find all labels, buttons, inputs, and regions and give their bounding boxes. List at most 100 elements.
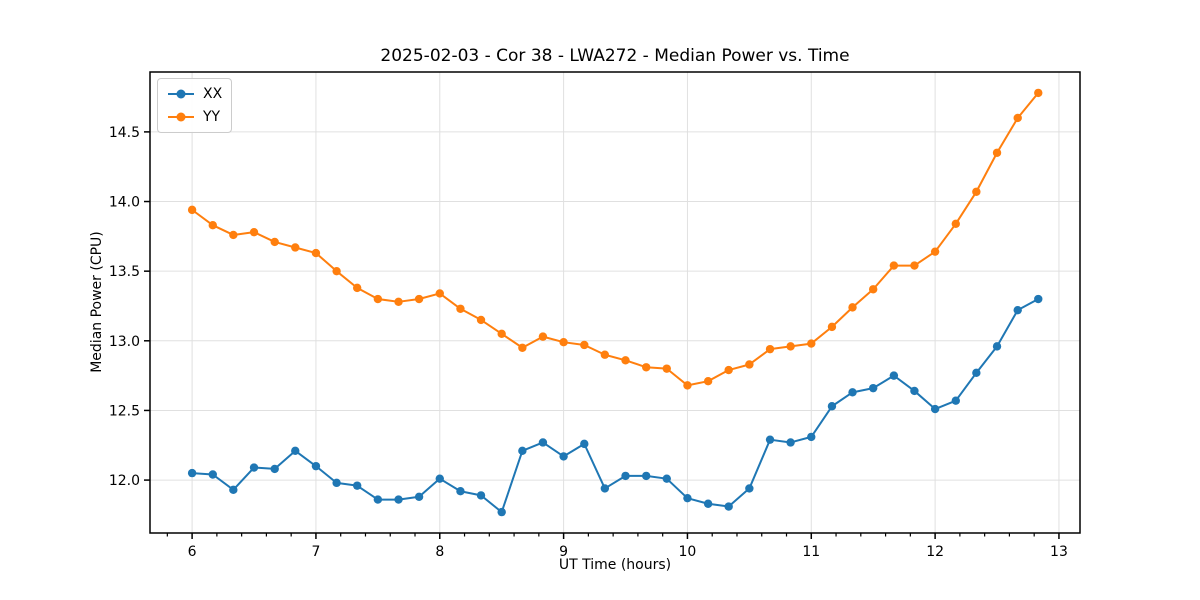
data-point-yy — [724, 365, 733, 375]
legend-line-marker-icon — [168, 112, 194, 122]
x-tick-label: 6 — [188, 544, 197, 560]
data-point-yy — [229, 230, 238, 240]
chart-title: 2025-02-03 - Cor 38 - LWA272 - Median Po… — [380, 46, 850, 66]
data-point-xx — [291, 446, 300, 456]
data-point-yy — [559, 337, 568, 347]
x-tick-label: 10 — [679, 544, 697, 560]
data-point-xx — [889, 371, 899, 380]
data-point-yy — [208, 221, 217, 230]
data-point-yy — [352, 283, 362, 293]
data-point-xx — [208, 470, 217, 479]
data-point-yy — [683, 381, 692, 390]
data-point-xx — [868, 383, 878, 393]
data-point-yy — [414, 294, 424, 304]
data-point-yy — [311, 248, 321, 258]
legend-label: XX — [203, 86, 223, 102]
x-tick-label: 12 — [926, 544, 944, 560]
data-point-yy — [518, 343, 527, 352]
data-point-xx — [538, 438, 548, 447]
data-point-yy — [703, 376, 713, 386]
data-point-xx — [910, 386, 919, 396]
legend-line-marker-icon — [168, 89, 194, 99]
data-point-yy — [642, 363, 651, 372]
data-point-yy — [786, 342, 795, 351]
data-point-yy — [497, 329, 506, 339]
data-point-xx — [249, 463, 259, 472]
data-point-xx — [930, 404, 940, 414]
series-line-xx — [192, 298, 1039, 514]
y-tick-label: 13.0 — [109, 334, 140, 350]
x-tick-label: 13 — [1050, 544, 1068, 560]
data-point-xx — [518, 446, 527, 456]
data-point-xx — [559, 452, 568, 461]
data-point-xx — [476, 491, 486, 500]
data-point-xx — [807, 432, 816, 442]
data-point-yy — [868, 285, 878, 294]
data-point-xx — [352, 481, 362, 490]
data-point-yy — [848, 303, 857, 312]
y-tick-label: 12.0 — [109, 473, 140, 489]
legend-label: YY — [203, 109, 221, 125]
data-point-xx — [745, 484, 754, 493]
legend-item-yy: YY — [167, 109, 222, 125]
data-point-xx — [1013, 305, 1022, 315]
legend: XX YY — [157, 78, 233, 133]
data-point-yy — [1034, 88, 1043, 98]
data-point-xx — [951, 396, 960, 405]
data-point-xx — [435, 474, 444, 483]
y-tick-label: 14.5 — [109, 125, 140, 141]
x-tick-label: 9 — [559, 544, 568, 560]
data-point-yy — [621, 356, 630, 365]
data-point-xx — [187, 468, 197, 478]
data-point-xx — [332, 478, 341, 488]
data-point-xx — [373, 495, 383, 504]
data-point-xx — [765, 435, 775, 444]
data-point-yy — [435, 289, 444, 298]
data-point-yy — [187, 205, 197, 215]
x-tick-label: 8 — [435, 544, 444, 560]
data-point-yy — [972, 187, 981, 196]
data-point-xx — [662, 474, 671, 483]
data-point-xx — [270, 464, 279, 474]
data-point-xx — [992, 342, 1002, 351]
x-axis-label: UT Time (hours) — [558, 557, 672, 573]
data-point-yy — [332, 266, 341, 276]
data-point-xx — [642, 471, 651, 481]
data-point-xx — [394, 495, 403, 504]
data-point-yy — [992, 148, 1002, 157]
y-tick-label: 14.0 — [109, 195, 140, 211]
y-tick-label: 13.5 — [109, 264, 140, 280]
plot-border — [149, 71, 1081, 534]
x-tick-label: 7 — [311, 544, 320, 560]
data-point-yy — [476, 315, 486, 325]
legend-item-xx: XX — [167, 86, 222, 102]
data-point-yy — [910, 261, 919, 270]
data-point-yy — [291, 243, 300, 252]
y-tick-label: 12.5 — [109, 403, 140, 419]
data-point-yy — [889, 261, 899, 270]
data-point-xx — [683, 493, 692, 503]
data-point-yy — [807, 339, 816, 348]
data-point-xx — [1034, 294, 1043, 304]
data-point-yy — [662, 364, 671, 373]
data-point-yy — [930, 247, 940, 256]
data-point-yy — [600, 350, 610, 359]
data-point-xx — [827, 402, 837, 411]
data-point-xx — [497, 507, 506, 517]
data-point-xx — [414, 492, 424, 501]
data-point-xx — [621, 471, 630, 481]
data-point-yy — [456, 304, 465, 313]
data-point-xx — [456, 487, 465, 496]
data-point-xx — [848, 388, 857, 397]
data-point-xx — [724, 502, 733, 511]
series-line-yy — [191, 92, 1040, 387]
data-point-yy — [538, 332, 548, 341]
data-point-yy — [1013, 113, 1022, 123]
data-point-yy — [394, 297, 403, 307]
data-point-xx — [229, 485, 238, 495]
data-point-yy — [249, 227, 259, 237]
x-tick-label: 11 — [802, 544, 820, 560]
data-point-yy — [745, 360, 754, 369]
